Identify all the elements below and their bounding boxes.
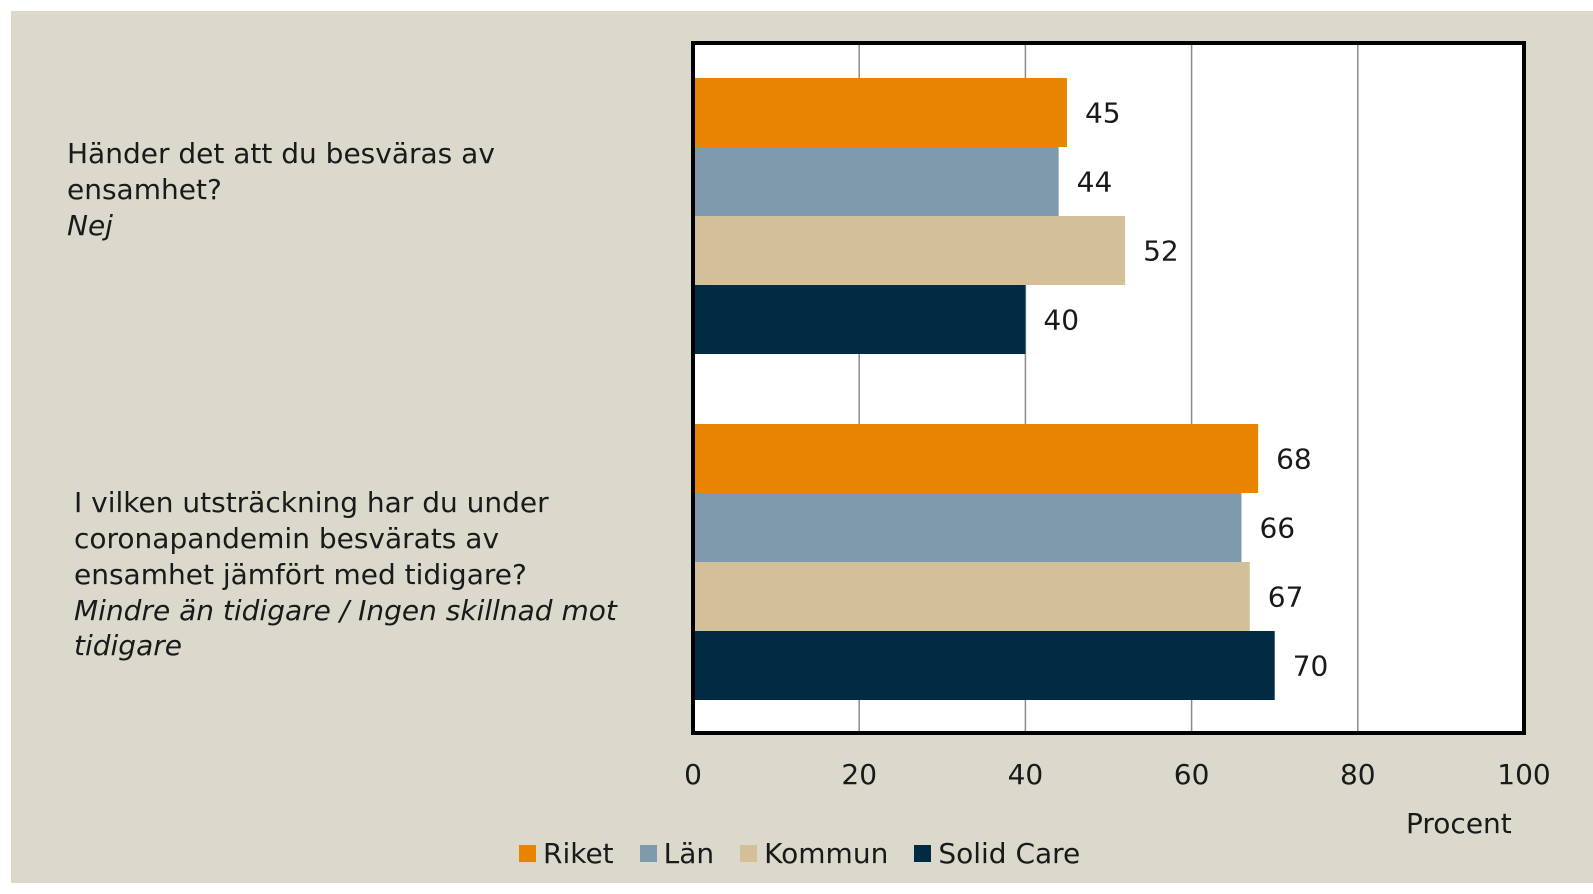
chart-panel: 45 68 44 66 52 67 40 70 0 20 40 60 80 100 Händer det …: [11, 11, 1593, 883]
x-tick-label-0: 0: [684, 758, 702, 791]
x-tick-label-40: 40: [1008, 758, 1044, 791]
bar-län-1: [693, 147, 1059, 216]
bar-kommun-1: [693, 216, 1126, 285]
bar-län-2: [693, 493, 1242, 562]
category-2-line-3: ensamhet jämfört med tidigare?: [74, 558, 527, 591]
bar-solid-care-1: [693, 285, 1026, 354]
data-label-kommun-1: 52: [1143, 235, 1179, 268]
data-label-solid-care-2: 70: [1293, 650, 1329, 683]
legend-label-riket: Riket: [543, 836, 614, 870]
category-2-answer-line-2: tidigare: [74, 629, 182, 662]
legend-swatch-riket: [519, 844, 536, 862]
legend-item-lan: Län: [639, 836, 715, 870]
legend-label-kommun: Kommun: [764, 836, 889, 870]
legend-label-lan: Län: [663, 836, 715, 870]
plot-border: [691, 41, 1526, 735]
x-tick-label-20: 20: [841, 758, 877, 791]
legend-swatch-lan: [639, 844, 657, 862]
category-2-line-1: I vilken utsträckning har du under: [74, 486, 549, 519]
legend-swatch-kommun: [740, 844, 758, 862]
data-label-län-1: 44: [1077, 166, 1113, 199]
category-1-line-1: Händer det att du besväras av: [67, 137, 495, 170]
legend-item-kommun: Kommun: [740, 837, 888, 870]
x-tick-label-100: 100: [1497, 758, 1550, 791]
category-label-1: Händer det att du besväras av ensamhet? …: [67, 136, 495, 243]
data-label-riket-2: 68: [1276, 443, 1312, 476]
x-tick-label-60: 60: [1174, 758, 1210, 791]
legend-swatch-solid-care: [914, 844, 932, 862]
category-1-answer: Nej: [67, 209, 113, 242]
legend-item-solid-care: Solid Care: [914, 837, 1080, 870]
bar-kommun-2: [693, 562, 1250, 631]
x-tick-label-80: 80: [1340, 758, 1376, 791]
data-label-solid-care-1: 40: [1043, 304, 1079, 337]
x-axis-title: Procent: [1406, 807, 1512, 840]
bar-riket-1: [693, 78, 1067, 147]
category-label-2: I vilken utsträckning har du under coron…: [74, 485, 617, 663]
bar-chart: 45 68 44 66 52 67 40 70 0 20 40 60 80 100: [684, 41, 1551, 791]
legend-label-solid-care: Solid Care: [938, 836, 1081, 870]
data-label-riket-1: 45: [1085, 97, 1121, 130]
data-label-kommun-2: 67: [1268, 581, 1304, 614]
legend: Riket Län Kommun Solid Care: [519, 833, 1106, 873]
category-1-line-2: ensamhet?: [67, 173, 222, 206]
bar-riket-2: [693, 424, 1259, 493]
category-2-answer-line-1: Mindre än tidigare / Ingen skillnad mot: [74, 594, 617, 627]
legend-item-riket: Riket: [519, 837, 614, 870]
data-label-län-2: 66: [1259, 512, 1295, 545]
bar-solid-care-2: [693, 631, 1275, 700]
category-2-line-2: coronapandemin besvärats av: [74, 522, 500, 555]
